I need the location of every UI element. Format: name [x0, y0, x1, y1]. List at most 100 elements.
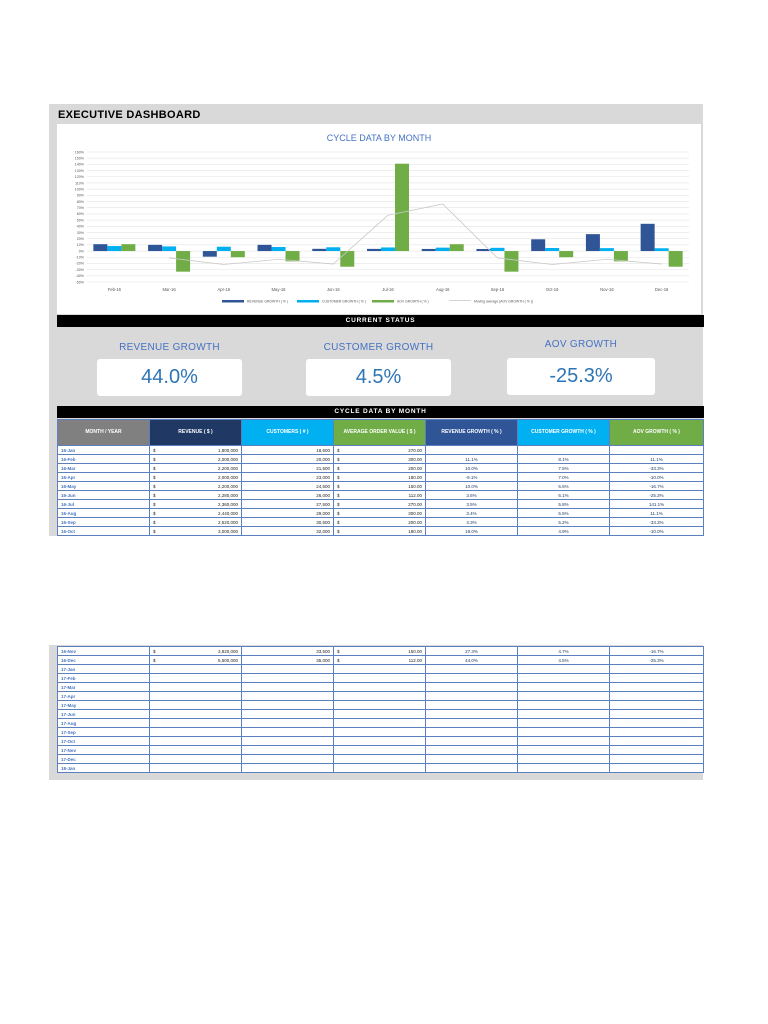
- table-row: 16-Feb $2,000,000 20,000 $300.00 11.1% 8.1% 11…: [57, 454, 704, 464]
- y-tick-label: 30%: [77, 231, 85, 235]
- aov-growth-cell: [609, 736, 704, 746]
- table-row: 16-Mar $2,200,000 21,500 $200.00 10.0% 7.5% -3…: [57, 463, 704, 473]
- revenue-value: 2,000,000: [217, 474, 238, 480]
- aov-cell: [333, 736, 426, 746]
- revenue-cell: $3,820,000: [149, 646, 242, 656]
- customer-growth-cell: [517, 745, 610, 755]
- aov-value: 300.00: [408, 510, 422, 516]
- table-row: 16-Sep $2,520,000 30,500 $200.00 3.3% 5.2% -33…: [57, 517, 704, 527]
- customers-cell: 33,500: [241, 646, 334, 656]
- revenue-growth-cell: 10.0%: [425, 481, 518, 491]
- x-tick-label: Nov-16: [600, 287, 614, 292]
- customer-growth-cell: [517, 700, 610, 710]
- revenue-growth-cell: 11.1%: [425, 454, 518, 464]
- revenue-value: 2,200,000: [217, 483, 238, 489]
- bar: [599, 248, 614, 252]
- bar: [285, 251, 300, 262]
- revenue-growth-cell: [425, 754, 518, 764]
- revenue-growth-cell: [425, 709, 518, 719]
- revenue-cell: $2,280,000: [149, 490, 242, 500]
- cycle-chart: CYCLE DATA BY MONTH 160% 150% 140% 130% 120% 1…: [57, 124, 701, 314]
- currency-symbol: $: [337, 648, 340, 654]
- revenue-value: 2,000,000: [217, 456, 238, 462]
- month-cell: 16-Apr: [57, 472, 150, 482]
- x-tick-label: Feb-16: [108, 287, 122, 292]
- customer-growth-cell: 6.5%: [517, 481, 610, 491]
- currency-symbol: $: [337, 447, 340, 453]
- chart-svg: CYCLE DATA BY MONTH 160% 150% 140% 130% 120% 1…: [75, 133, 689, 304]
- revenue-cell: [149, 727, 242, 737]
- bar: [202, 251, 217, 257]
- bar: [271, 247, 286, 252]
- current-status-header: CURRENT STATUS: [57, 315, 704, 327]
- bar: [312, 248, 327, 252]
- bar: [476, 249, 491, 252]
- revenue-cell: [149, 682, 242, 692]
- y-tick-label: -30%: [76, 268, 85, 272]
- aov-growth-cell: [609, 727, 704, 737]
- aov-cell: $270.00: [333, 499, 426, 509]
- currency-symbol: $: [153, 492, 156, 498]
- aov-growth-cell: -33.3%: [609, 517, 704, 527]
- column-header: REVENUE ( $ ): [149, 419, 242, 446]
- customer-growth-cell: 8.1%: [517, 454, 610, 464]
- revenue-value: 5,500,000: [217, 657, 238, 663]
- currency-symbol: $: [153, 465, 156, 471]
- aov-value: 180.00: [408, 474, 422, 480]
- currency-symbol: $: [337, 465, 340, 471]
- kpi-aov-label: AOV GROWTH: [544, 339, 618, 350]
- customer-growth-cell: [517, 718, 610, 728]
- bar: [504, 251, 519, 272]
- aov-growth-cell: -10.0%: [609, 472, 704, 482]
- moving-average-line: [169, 203, 662, 265]
- revenue-growth-cell: 44.0%: [425, 655, 518, 665]
- bar: [421, 248, 436, 252]
- revenue-cell: [149, 754, 242, 764]
- revenue-cell: $1,800,000: [149, 445, 242, 455]
- customer-growth-cell: 5.5%: [517, 508, 610, 518]
- customers-cell: 18,500: [241, 445, 334, 455]
- customer-growth-cell: [517, 763, 610, 773]
- month-cell: 17-Oct: [57, 736, 150, 746]
- aov-cell: $150.00: [333, 646, 426, 656]
- x-tick-label: Jul-16: [382, 287, 394, 292]
- customers-cell: 30,500: [241, 517, 334, 527]
- revenue-growth-cell: 3.4%: [425, 508, 518, 518]
- revenue-cell: [149, 709, 242, 719]
- currency-symbol: $: [337, 519, 340, 525]
- aov-growth-cell: 11.1%: [609, 508, 704, 518]
- aov-cell: [333, 718, 426, 728]
- month-cell: 17-Apr: [57, 691, 150, 701]
- y-tick-label: -50%: [76, 280, 85, 284]
- month-cell: 16-Jun: [57, 490, 150, 500]
- y-tick-label: 140%: [75, 163, 85, 167]
- aov-growth-cell: [609, 673, 704, 683]
- customers-value: 29,000: [316, 510, 330, 516]
- revenue-cell: [149, 745, 242, 755]
- aov-growth-cell: [609, 709, 704, 719]
- aov-value: 150.00: [408, 483, 422, 489]
- bar: [326, 247, 341, 252]
- customers-cell: 29,000: [241, 508, 334, 518]
- bar: [121, 244, 136, 252]
- aov-cell: $112.00: [333, 490, 426, 500]
- aov-growth-cell: [609, 745, 704, 755]
- customers-value: 26,000: [316, 492, 330, 498]
- customers-cell: [241, 709, 334, 719]
- currency-symbol: $: [337, 510, 340, 516]
- x-tick-label: May-16: [272, 287, 287, 292]
- customers-value: 18,500: [316, 447, 330, 453]
- y-tick-label: 160%: [75, 150, 85, 154]
- customers-cell: [241, 682, 334, 692]
- revenue-cell: $2,000,000: [149, 454, 242, 464]
- table-row: 17-Jun: [57, 709, 704, 719]
- aov-cell: [333, 682, 426, 692]
- table-header-row: MONTH / YEAR REVENUE ( $ ) CUSTOMERS ( # )…: [57, 419, 704, 446]
- revenue-growth-cell: [425, 763, 518, 773]
- y-tick-label: 80%: [77, 200, 85, 204]
- table-row: 17-Nov: [57, 745, 704, 755]
- revenue-value: 2,520,000: [217, 519, 238, 525]
- aov-growth-cell: [609, 664, 704, 674]
- month-cell: 16-Mar: [57, 463, 150, 473]
- currency-symbol: $: [153, 447, 156, 453]
